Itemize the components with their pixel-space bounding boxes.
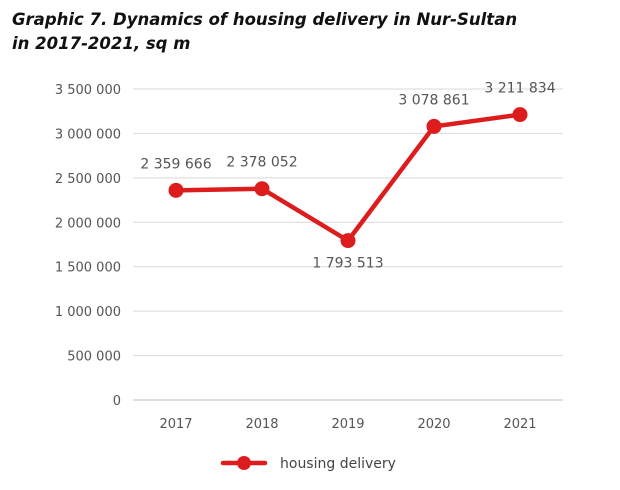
y-tick-label: 3 000 000 (55, 127, 121, 142)
x-tick-label: 2020 (417, 417, 450, 432)
y-tick-label: 1 000 000 (55, 305, 121, 320)
y-tick-label: 3 500 000 (55, 83, 121, 98)
data-point-marker (340, 233, 356, 249)
x-tick-label: 2021 (503, 417, 536, 432)
y-tick-label: 2 500 000 (55, 172, 121, 187)
y-tick-label: 0 (113, 394, 121, 409)
x-tick-label: 2019 (331, 417, 364, 432)
data-label: 1 793 513 (312, 256, 383, 272)
data-point-marker (168, 182, 184, 198)
legend-marker (237, 456, 251, 470)
legend: housing delivery (220, 456, 396, 472)
y-tick-label: 2 000 000 (55, 216, 121, 231)
x-tick-label: 2017 (159, 417, 192, 432)
data-point-marker (426, 118, 442, 134)
gridlines (133, 88, 563, 401)
chart-title-line-2: in 2017-2021, sq m (12, 34, 191, 53)
data-point-marker (254, 181, 270, 197)
chart-title: Graphic 7. Dynamics of housing delivery … (12, 8, 572, 56)
y-tick-label: 1 500 000 (55, 261, 121, 276)
data-label: 2 378 052 (226, 155, 297, 171)
legend-label: housing delivery (280, 456, 396, 472)
y-tick-label: 500 000 (67, 350, 121, 365)
y-axis: 0 500 000 1 000 000 1 500 000 2 000 000 2 500… (55, 83, 121, 409)
x-axis: 2017 2018 2019 2020 2021 (159, 417, 536, 432)
data-label: 3 078 861 (398, 92, 469, 108)
data-label: 3 211 834 (484, 81, 555, 97)
data-series (168, 107, 528, 249)
data-labels: 2 359 666 2 378 052 1 793 513 3 078 861 3 21… (140, 81, 555, 272)
data-point-marker (512, 107, 528, 123)
x-tick-label: 2018 (245, 417, 278, 432)
data-label: 2 359 666 (140, 156, 211, 172)
chart-title-line-1: Graphic 7. Dynamics of housing delivery … (12, 10, 518, 29)
